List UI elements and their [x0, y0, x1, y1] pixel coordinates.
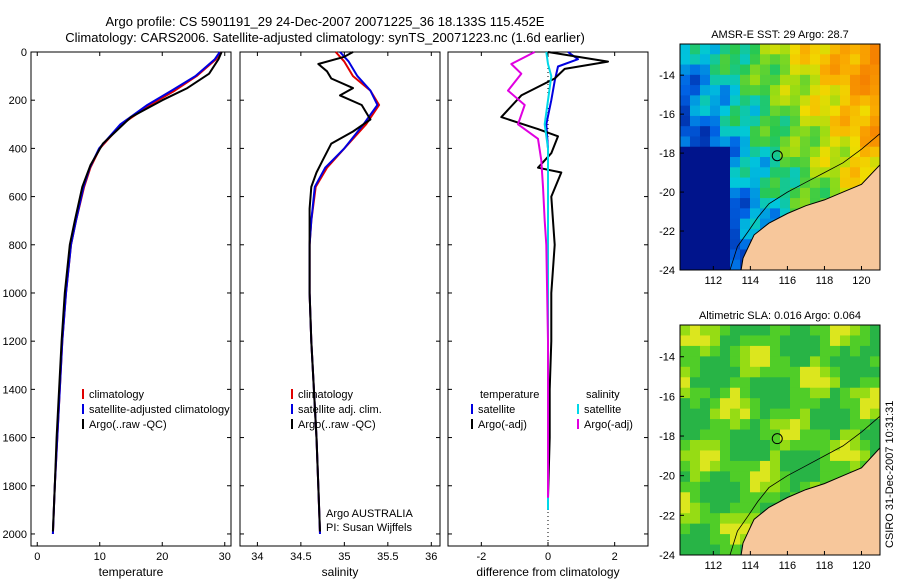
argo-position-marker [771, 150, 783, 162]
map-y-tick-label: -22 [659, 226, 675, 238]
land-area [740, 447, 880, 555]
legend: climatology satellite adj. clim. Argo(..ra… [291, 389, 382, 431]
map-x-tick-label: 114 [742, 275, 760, 287]
panel-frame [239, 51, 441, 547]
x-axis-label: temperature [99, 565, 164, 579]
map-frame [679, 324, 881, 556]
map-y-tick-label: -16 [659, 391, 675, 403]
y-tick-label: 600 [9, 192, 27, 204]
series-line-3 [308, 51, 372, 532]
map-y-tick-label: -14 [659, 70, 675, 82]
legend-label: Argo(..raw -QC) [89, 419, 167, 431]
annotation-text: PI: Susan Wijffels [326, 522, 412, 534]
x-tick-label: 0 [545, 551, 551, 563]
series-line-3 [51, 51, 223, 532]
map-panel-1: 112 114 116 118 120 -14 -16 -18 -20 -22 -24 AMSR-E … [659, 29, 881, 287]
legend-label: satellite-adjusted climatology [89, 404, 230, 416]
argo-position-marker [771, 433, 783, 445]
map-frame [679, 43, 881, 271]
map-panel-2: 112 114 116 118 120 -14 -16 -18 -20 -22 -24 Altimet… [659, 310, 881, 572]
legend: climatology satellite-adjusted climatolog… [82, 389, 230, 431]
figure-title-line1: Argo profile: CS 5901191_29 24-Dec-2007 … [105, 14, 545, 29]
map-x-tick-label: 114 [742, 560, 760, 572]
land-area [740, 164, 880, 270]
y-tick-label: 200 [9, 95, 27, 107]
y-tick-label: 400 [9, 143, 27, 155]
map-y-tick-label: -14 [659, 352, 675, 364]
map-x-tick-label: 112 [705, 275, 723, 287]
timestamp-footer: CSIRO 31-Dec-2007 10:31:31 [884, 400, 896, 548]
x-tick-label: 2 [612, 551, 618, 563]
map-y-tick-label: -18 [659, 148, 675, 160]
legend-label: satellite [478, 404, 515, 416]
x-tick-label: 35 [338, 551, 350, 563]
legend-label: satellite [584, 404, 621, 416]
series-line-4 [507, 51, 549, 498]
bathymetry-contour [729, 133, 880, 270]
legend: temperature salinity satellite Argo(-adj) sa… [471, 389, 633, 431]
x-tick-label: -2 [476, 551, 486, 563]
panel-frame [30, 51, 232, 547]
legend-label: Argo(-adj) [584, 419, 633, 431]
map-title: AMSR-E SST: 29 Argo: 28.7 [711, 29, 849, 41]
x-tick-label: 36 [425, 551, 437, 563]
x-tick-label: 0 [34, 551, 40, 563]
figure-title-line2: Climatology: CARS2006. Satellite-adjuste… [65, 30, 585, 45]
y-tick-label: 1400 [3, 384, 27, 396]
profile-panel-3: -2 0 2 difference from climatology temperatu… [447, 51, 649, 579]
y-tick-label: 0 [21, 47, 27, 59]
y-tick-label: 1800 [3, 481, 27, 493]
series-line-2 [500, 51, 609, 498]
x-tick-label: 34 [251, 551, 263, 563]
map-x-tick-label: 112 [705, 560, 723, 572]
map-x-tick-label: 116 [779, 560, 797, 572]
map-x-tick-label: 120 [852, 560, 870, 572]
x-axis-label: salinity [322, 565, 359, 579]
map-y-tick-label: -18 [659, 431, 675, 443]
map-field [680, 44, 880, 270]
y-tick-label: 1600 [3, 433, 27, 445]
legend-header: salinity [586, 389, 620, 401]
bathymetry-contour [729, 415, 880, 555]
map-y-tick-label: -24 [659, 265, 675, 277]
map-x-tick-label: 118 [816, 560, 834, 572]
legend-label: satellite adj. clim. [298, 404, 382, 416]
map-x-tick-label: 118 [816, 275, 834, 287]
map-y-tick-label: -20 [659, 471, 675, 483]
y-tick-label: 1200 [3, 336, 27, 348]
map-y-tick-label: -16 [659, 109, 675, 121]
map-field [680, 325, 880, 555]
legend-label: Argo(..raw -QC) [298, 419, 376, 431]
legend-label: climatology [298, 389, 354, 401]
x-tick-label: 20 [156, 551, 168, 563]
profile-panel-2: 34 34.5 35 35.5 36 salinity climatology satelli… [239, 51, 441, 579]
map-y-tick-label: -22 [659, 510, 675, 522]
map-title: Altimetric SLA: 0.016 Argo: 0.064 [699, 310, 861, 322]
x-tick-label: 30 [219, 551, 231, 563]
legend-label: Argo(-adj) [478, 419, 527, 431]
map-x-tick-label: 120 [852, 275, 870, 287]
x-tick-label: 35.5 [377, 551, 398, 563]
y-tick-label: 800 [9, 240, 27, 252]
y-tick-label: 2000 [3, 529, 27, 541]
y-tick-label: 1000 [3, 288, 27, 300]
profile-panel-1: 0 10 20 30 0 200 400 600 800 1000 1200 1400 1600 1800… [3, 47, 232, 579]
map-y-tick-label: -24 [659, 550, 675, 562]
legend-label: climatology [89, 389, 145, 401]
x-axis-label: difference from climatology [476, 565, 619, 579]
annotation-text: Argo AUSTRALIA [326, 508, 413, 520]
x-tick-label: 10 [94, 551, 106, 563]
map-y-tick-label: -20 [659, 187, 675, 199]
legend-header: temperature [480, 389, 539, 401]
x-tick-label: 34.5 [290, 551, 311, 563]
map-x-tick-label: 116 [779, 275, 797, 287]
